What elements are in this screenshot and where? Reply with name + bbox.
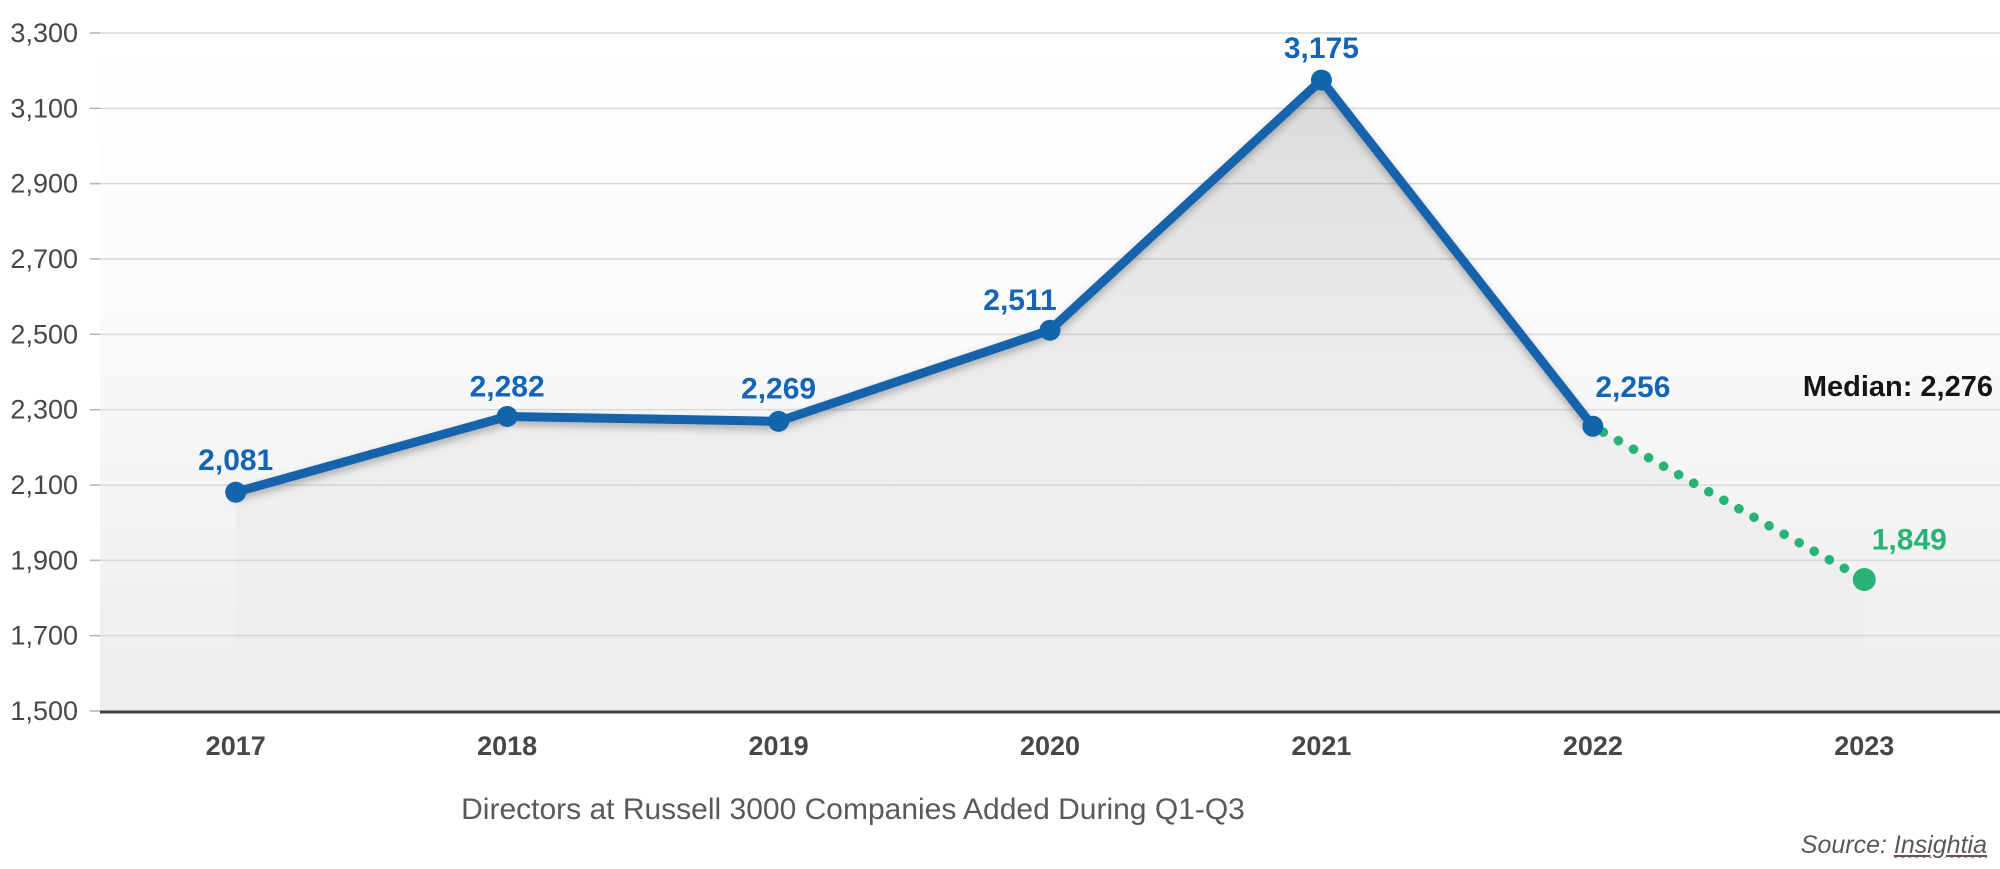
- x-axis-tick-label: 2019: [749, 731, 809, 761]
- data-point-label: 2,081: [198, 444, 273, 477]
- data-point-label: 3,175: [1284, 32, 1359, 65]
- data-point-label: 2,269: [741, 372, 816, 405]
- source-note: Source: Insightia: [1801, 831, 1987, 860]
- y-axis-tick-label: 1,500: [10, 696, 78, 726]
- x-axis-tick-label: 2023: [1834, 731, 1894, 761]
- y-axis-tick-label: 2,700: [10, 244, 78, 274]
- median-line-label: Median: 2,276: [1802, 371, 1993, 403]
- y-axis-tick-label: 1,700: [10, 621, 78, 651]
- data-point-label: 2,282: [470, 370, 545, 403]
- data-point-marker-projected: [1852, 568, 1876, 592]
- y-axis-tick-label: 3,300: [10, 18, 78, 48]
- y-axis-tick-label: 3,100: [10, 93, 78, 123]
- y-axis-tick-label: 2,100: [10, 470, 78, 500]
- data-point-label: 1,849: [1872, 524, 1947, 557]
- area-fill: [235, 80, 1865, 712]
- x-axis-tick-label: 2020: [1020, 731, 1080, 761]
- y-axis-tick-label: 1,900: [10, 545, 78, 575]
- x-axis-tick-label: 2021: [1291, 731, 1351, 761]
- x-axis-tick-label: 2018: [477, 731, 537, 761]
- data-point-marker-actual: [225, 481, 247, 503]
- y-axis-tick-label: 2,900: [10, 169, 78, 199]
- source-name: Insightia: [1893, 831, 1987, 859]
- data-point-label: 2,256: [1595, 371, 1670, 404]
- source-prefix: Source:: [1800, 831, 1894, 859]
- chart-title: Directors at Russell 3000 Companies Adde…: [461, 793, 1245, 826]
- series-actual-line: [231, 75, 1598, 497]
- y-axis-tick-label: 2,300: [10, 395, 78, 425]
- source-name-wavy-underline: Insightia: [1894, 831, 1987, 859]
- data-point-label: 2,511: [983, 284, 1056, 317]
- x-axis-tick-label: 2017: [206, 731, 266, 761]
- x-axis-tick-label: 2022: [1563, 731, 1623, 761]
- data-point-marker-actual: [1039, 319, 1061, 341]
- y-axis-tick-label: 2,500: [10, 319, 78, 349]
- data-point-marker-actual: [1310, 69, 1332, 91]
